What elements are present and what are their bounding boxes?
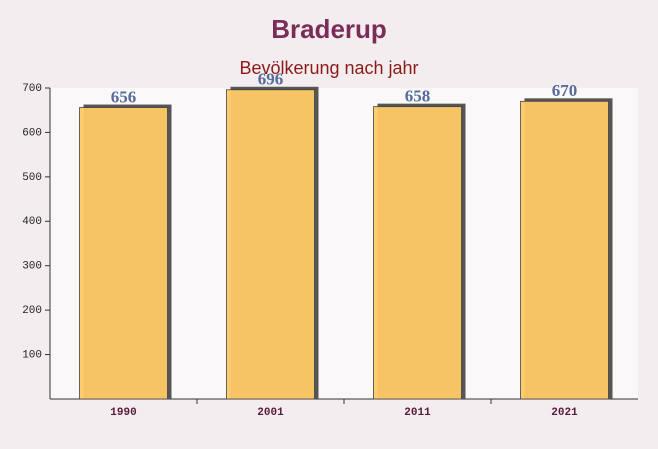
value-label: 670 [552,81,578,100]
y-tick-label: 100 [22,349,42,361]
x-tick-label: 2021 [551,407,578,419]
bar [520,100,609,400]
value-label: 696 [258,70,284,89]
y-tick-label: 500 [22,172,42,184]
y-tick-label: 300 [22,261,42,273]
value-label: 658 [405,87,431,106]
y-tick-label: 200 [22,305,42,317]
bar [373,106,462,400]
bar [226,89,315,400]
y-tick-label: 700 [22,83,42,95]
bar [79,107,168,400]
y-tick-label: 400 [22,216,42,228]
chart-subtitle: Bevölkerung nach jahr [239,58,418,78]
chart-title: Braderup [271,14,387,44]
x-tick-label: 1990 [110,407,136,419]
x-tick-label: 2001 [257,407,284,419]
value-label: 656 [111,87,137,106]
y-tick-label: 600 [22,127,42,139]
x-tick-label: 2011 [404,407,431,419]
